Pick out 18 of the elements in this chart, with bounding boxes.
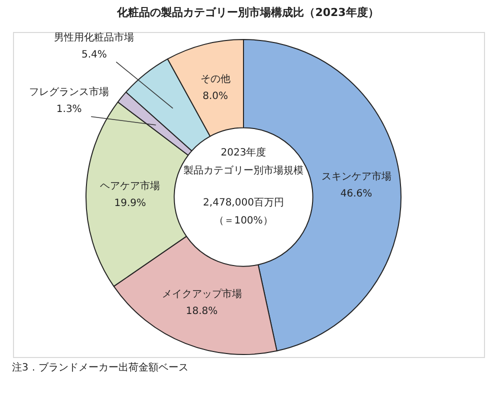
slice-label: メイクアップ市場: [162, 288, 242, 300]
text: 注3．ブランドメーカー出荷金額ベース: [12, 362, 188, 374]
slice-label: 男性用化粧品市場: [54, 32, 134, 44]
slice-label: フレグランス市場: [29, 86, 110, 98]
chart-title: 化粧品の製品カテゴリー別市場構成比（2023年度）: [116, 6, 379, 19]
text: 製品カテゴリー別市場規模: [184, 164, 304, 177]
slice-label: スキンケア市場: [321, 170, 392, 183]
data-label: 1.3%: [56, 104, 82, 116]
data-label: 18.8%: [186, 306, 218, 318]
data-label: 5.4%: [81, 50, 107, 61]
data-label: 46.6%: [340, 188, 372, 200]
text: 2,478,000百万円: [203, 198, 284, 209]
slice-label: その他: [200, 72, 230, 85]
data-label: 8.0%: [202, 90, 228, 102]
text: 2023年度: [220, 146, 266, 159]
text: （＝100%）: [214, 216, 273, 227]
data-label: 19.9%: [114, 198, 146, 210]
slice-label: ヘアケア市場: [100, 180, 160, 192]
